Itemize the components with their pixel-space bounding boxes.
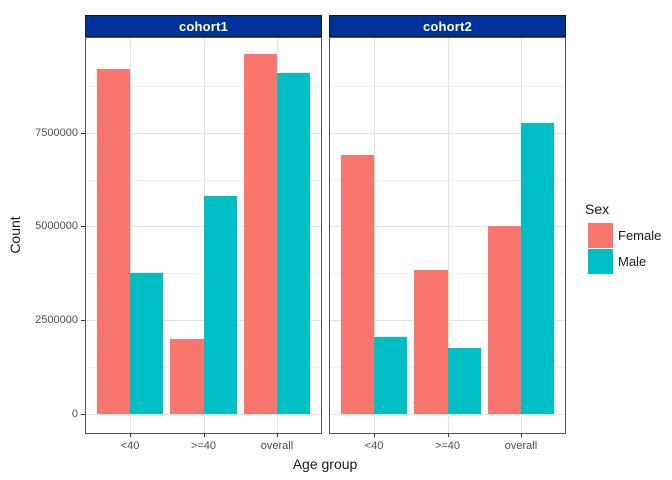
- male-color-swatch: [588, 249, 613, 274]
- x-tick-label: overall: [260, 440, 294, 452]
- legend-label-female: Female: [618, 228, 662, 243]
- legend-title: Sex: [585, 201, 610, 217]
- x-tick-mark: [203, 433, 205, 437]
- legend: Sex Female Male: [585, 201, 661, 275]
- gridline-major-v: [130, 38, 132, 433]
- bar-cohort2-male-<40: [374, 337, 408, 414]
- y-tick-label: 5000000: [35, 220, 78, 233]
- bar-cohort1-male-overall: [276, 72, 310, 414]
- x-tick-mark: [276, 433, 278, 437]
- x-tick-mark: [130, 433, 132, 437]
- y-axis-title: Count: [7, 216, 23, 254]
- y-tick-label: 2500000: [35, 314, 78, 327]
- legend-label-male: Male: [618, 254, 647, 269]
- y-tick-mark: [81, 226, 85, 228]
- bar-cohort2-male-overall: [520, 123, 554, 414]
- bar-cohort1-female->=40: [170, 338, 204, 414]
- gridline-major-v: [374, 38, 376, 433]
- facet-panel-cohort2: [329, 37, 566, 434]
- legend-key-female: Female: [585, 223, 661, 248]
- bar-cohort1-male-<40: [130, 273, 164, 414]
- bar-cohort1-female-<40: [97, 68, 131, 414]
- facet-label: cohort2: [422, 18, 473, 34]
- y-tick-mark: [81, 320, 85, 322]
- x-tick-label: overall: [504, 440, 538, 452]
- gridline-major-v: [447, 38, 449, 433]
- facet-strip-cohort2: cohort2: [329, 15, 566, 37]
- female-color-swatch: [588, 223, 613, 248]
- bar-cohort2-female-<40: [341, 155, 375, 414]
- x-tick-label: <40: [364, 440, 384, 452]
- x-tick-mark: [374, 433, 376, 437]
- x-tick-label: <40: [120, 440, 140, 452]
- y-tick-mark: [81, 414, 85, 415]
- facet-panel-cohort1: [85, 37, 322, 434]
- x-axis-title: Age group: [292, 456, 358, 472]
- x-tick-label: >=40: [190, 440, 217, 452]
- bar-cohort1-female-overall: [243, 53, 277, 414]
- x-tick-mark: [520, 433, 522, 437]
- x-tick-label: >=40: [434, 440, 461, 452]
- y-tick-label: 7500000: [35, 126, 78, 139]
- y-tick-mark: [81, 132, 85, 134]
- x-tick-mark: [447, 433, 449, 437]
- facet-label: cohort1: [178, 18, 229, 34]
- bar-cohort2-male->=40: [447, 348, 481, 414]
- y-tick-label: 0: [71, 408, 78, 420]
- facet-strip-cohort1: cohort1: [85, 15, 322, 37]
- legend-key-male: Male: [585, 249, 661, 274]
- bar-cohort2-female-overall: [487, 226, 521, 414]
- bar-cohort1-male->=40: [203, 196, 237, 414]
- bar-cohort2-female->=40: [414, 269, 448, 414]
